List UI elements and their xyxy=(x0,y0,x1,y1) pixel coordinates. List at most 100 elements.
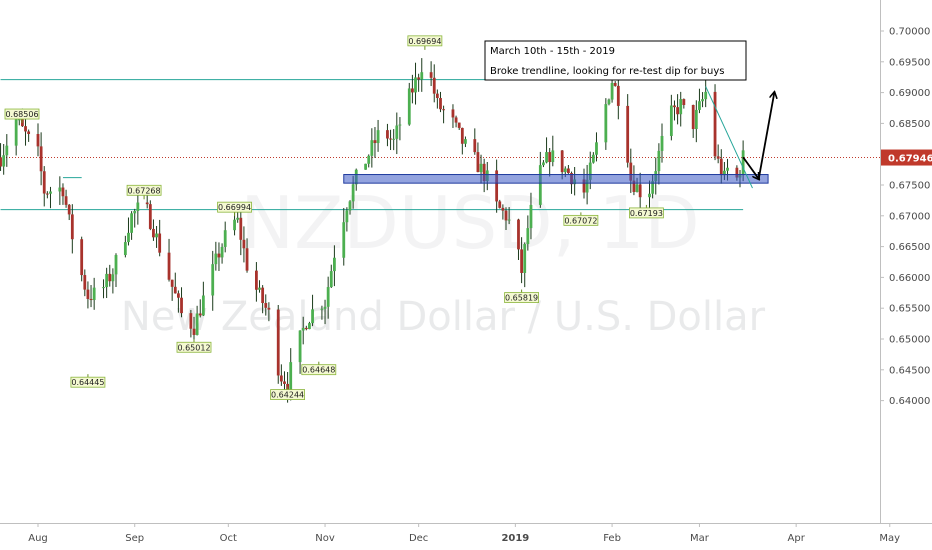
time-axis[interactable]: Aug Sep Oct Nov Dec 2019 Feb Mar Apr May xyxy=(0,523,932,544)
candle-up xyxy=(551,150,555,163)
candle-up xyxy=(58,187,62,192)
last-price-label: 0.67946 xyxy=(888,154,932,165)
candle-down xyxy=(239,217,243,240)
candle-up xyxy=(301,327,305,331)
candle-down xyxy=(442,109,445,111)
candle-up xyxy=(698,101,701,110)
price-marker-box xyxy=(407,35,443,47)
projection-arrow xyxy=(742,156,759,179)
price-tick-label: 0.65500 xyxy=(889,304,930,315)
time-tick-label: Oct xyxy=(220,533,237,544)
candle-down xyxy=(61,187,65,197)
candle-up xyxy=(604,104,608,143)
candle-down xyxy=(45,193,49,195)
time-tick-label: May xyxy=(879,533,900,544)
candle-down xyxy=(476,152,480,173)
symbol-watermark: NZDUSD, 1D xyxy=(240,181,700,265)
annotation-frame xyxy=(484,40,747,81)
candle-down xyxy=(180,297,183,314)
candle-up xyxy=(588,162,592,180)
drawings xyxy=(343,86,775,189)
price-tick-label: 0.64500 xyxy=(889,365,930,376)
candle-down xyxy=(504,210,508,221)
candle-up xyxy=(464,139,467,144)
candle-up xyxy=(114,255,118,275)
candle-up xyxy=(102,287,105,289)
time-tick-label: Apr xyxy=(788,533,806,544)
candle-down xyxy=(267,307,271,310)
candle-down xyxy=(83,275,87,290)
candle-up xyxy=(351,184,355,202)
candle-down xyxy=(0,157,2,167)
candle-down xyxy=(24,126,27,132)
candle-down xyxy=(632,180,636,192)
candle-down xyxy=(454,117,458,123)
candle-up xyxy=(420,72,424,80)
candle-up xyxy=(370,140,374,156)
candle-up xyxy=(679,99,683,115)
candle-down xyxy=(520,249,523,273)
price-axis[interactable]: 0.700000.695000.690000.685000.680000.675… xyxy=(880,0,930,523)
candle-down xyxy=(567,168,570,174)
candle-up xyxy=(236,217,240,220)
candle-down xyxy=(167,252,171,280)
candle-down xyxy=(457,122,461,128)
candle-up xyxy=(133,211,137,214)
price-marker-label: 0.67072 xyxy=(564,216,597,225)
candle-down xyxy=(676,107,679,115)
time-tick-label: Feb xyxy=(603,533,621,544)
candle-down xyxy=(108,273,112,282)
candle-up xyxy=(367,155,371,164)
candle-down xyxy=(276,309,280,376)
price-marker-label: 0.65012 xyxy=(177,343,210,352)
price-tick-label: 0.67500 xyxy=(889,181,930,192)
price-marker-label: 0.69694 xyxy=(408,37,441,46)
candle-down xyxy=(451,109,455,118)
candle-down xyxy=(36,133,40,147)
price-tick-label: 0.68500 xyxy=(889,119,930,130)
instrument-name-watermark: New Zealand Dollar / U.S. Dollar xyxy=(121,294,766,340)
price-marker-box xyxy=(301,364,337,376)
time-tick-label: Sep xyxy=(125,533,144,544)
candle-up xyxy=(726,167,729,171)
candle-up xyxy=(591,154,595,163)
candle-up xyxy=(660,135,664,151)
last-price: 0.67946 xyxy=(881,149,932,166)
candle-up xyxy=(657,150,661,172)
candle-up xyxy=(342,222,346,258)
price-tick-label: 0.67000 xyxy=(889,211,930,222)
price-tick-label: 0.64000 xyxy=(889,396,930,407)
candle-up xyxy=(398,124,402,126)
candle-up xyxy=(233,219,236,231)
candle-up xyxy=(542,162,545,166)
candle-up xyxy=(326,287,330,307)
candle-down xyxy=(638,184,642,198)
price-marker-box xyxy=(629,207,664,219)
candle-down xyxy=(616,85,620,106)
candle-down xyxy=(80,239,84,276)
candle-up xyxy=(130,213,133,233)
candle-up xyxy=(704,91,708,100)
price-marker-label: 0.68506 xyxy=(5,110,38,119)
annotation-line-2: Broke trendline, looking for re-test dip… xyxy=(490,66,725,77)
candle-up xyxy=(17,119,21,121)
trendline xyxy=(705,86,753,189)
candle-up xyxy=(220,246,224,258)
candle-down xyxy=(460,127,464,144)
candle-down xyxy=(148,204,152,229)
candle-down xyxy=(432,77,436,94)
price-marker-label: 0.67268 xyxy=(128,186,161,195)
price-marker-label: 0.65819 xyxy=(505,294,538,303)
candle-up xyxy=(329,271,333,288)
candle-down xyxy=(373,140,377,144)
candle-up xyxy=(585,179,589,193)
candle-down xyxy=(417,77,421,80)
candle-up xyxy=(333,257,336,272)
candle-down xyxy=(192,328,196,335)
candle-up xyxy=(123,242,127,256)
last-price-badge xyxy=(881,149,932,166)
candle-down xyxy=(682,99,686,106)
price-marker-box xyxy=(70,376,106,388)
candle-up xyxy=(155,233,158,238)
